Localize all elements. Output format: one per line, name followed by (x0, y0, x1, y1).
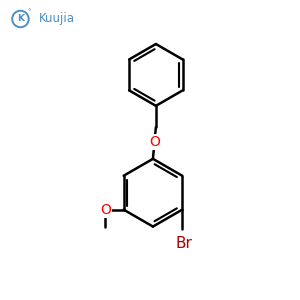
Text: O: O (149, 135, 160, 149)
Text: O: O (100, 202, 111, 217)
Text: Br: Br (175, 236, 192, 251)
Text: °: ° (28, 9, 31, 15)
Text: Kuujia: Kuujia (39, 13, 75, 26)
Text: methoxy: methoxy (102, 230, 109, 232)
Text: K: K (17, 14, 24, 23)
